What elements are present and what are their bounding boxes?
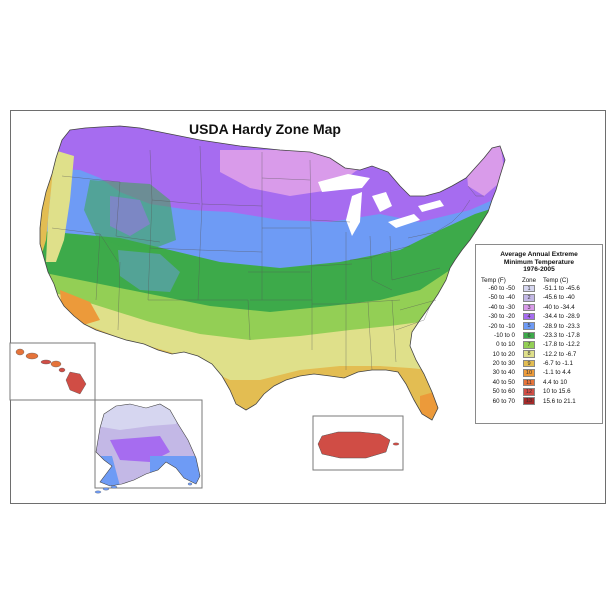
legend-temp-f: -20 to -10 <box>488 322 515 330</box>
legend-temp-f: 20 to 30 <box>492 360 515 368</box>
legend-temp-f: 30 to 40 <box>492 369 515 377</box>
legend-zone-swatch: 12 <box>523 388 535 396</box>
legend-header: Temp (F) Zone Temp (C) <box>476 277 602 284</box>
aleutian-islands <box>94 482 193 494</box>
legend-zone-swatch: 2 <box>523 294 535 302</box>
legend-title-line: 1976-2005 <box>523 266 555 274</box>
legend-row-zone-3: -40 to -30 3 -40 to -34.4 <box>476 303 602 312</box>
legend-zone-swatch: 4 <box>523 312 535 321</box>
legend-row-zone-1: -60 to -50 1 -51.1 to -45.6 <box>476 284 602 293</box>
legend-zone-swatch: 1 <box>523 284 535 293</box>
legend-temp-c: -1.1 to 4.4 <box>543 369 571 377</box>
legend-temp-c: -23.3 to -17.8 <box>543 331 580 339</box>
legend-rows: -60 to -50 1 -51.1 to -45.6 -50 to -40 2 -45.… <box>476 284 602 406</box>
legend-row-zone-11: 40 to 50 11 4.4 to 10 <box>476 378 602 387</box>
legend-zone-swatch: 8 <box>523 350 535 358</box>
legend-temp-f: 60 to 70 <box>492 397 515 405</box>
legend-temp-c: -34.4 to -28.9 <box>543 313 580 321</box>
legend-row-zone-8: 10 to 20 8 -12.2 to -6.7 <box>476 350 602 359</box>
contiguous-us-map <box>40 126 505 420</box>
legend-temp-f: -60 to -50 <box>488 284 515 292</box>
legend-title: Average Annual Extreme Minimum Temperatu… <box>476 251 602 274</box>
legend-temp-c: -45.6 to -40 <box>543 294 575 302</box>
legend-temp-c: -12.2 to -6.7 <box>543 350 577 358</box>
hawaii-islands <box>15 348 87 395</box>
legend-zone-swatch: 6 <box>523 331 535 340</box>
us-outline <box>39 125 506 421</box>
legend-temp-c: -17.8 to -12.2 <box>543 341 580 349</box>
legend-row-zone-4: -30 to -20 4 -34.4 to -28.9 <box>476 312 602 321</box>
state-borders <box>51 145 484 371</box>
zone-legend: Average Annual Extreme Minimum Temperatu… <box>475 244 603 424</box>
legend-title-line: Average Annual Extreme <box>500 251 578 258</box>
legend-zone-swatch: 10 <box>523 369 535 377</box>
legend-title-line: Minimum Temperature <box>503 258 575 266</box>
legend-zone-swatch: 9 <box>523 359 535 368</box>
legend-row-zone-13: 60 to 70 13 15.6 to 21.1 <box>476 396 602 405</box>
legend-row-zone-2: -50 to -40 2 -45.6 to -40 <box>476 293 602 302</box>
legend-temp-f: -10 to 0 <box>494 331 515 339</box>
legend-zone-swatch: 7 <box>523 341 535 349</box>
legend-temp-c: -28.9 to -23.3 <box>543 322 580 330</box>
legend-zone-swatch: 5 <box>523 322 535 330</box>
legend-zone-swatch: 13 <box>523 397 535 405</box>
legend-row-zone-9: 20 to 30 9 -6.7 to -1.1 <box>476 359 602 368</box>
legend-zone-swatch: 3 <box>523 303 535 311</box>
legend-zone-swatch: 11 <box>523 378 535 387</box>
legend-temp-f: -40 to -30 <box>488 303 515 311</box>
legend-row-zone-6: -10 to 0 6 -23.3 to -17.8 <box>476 331 602 340</box>
legend-temp-c: 10 to 15.6 <box>543 388 571 396</box>
legend-header-temp-c: Temp (C) <box>543 276 569 284</box>
legend-row-zone-12: 50 to 60 12 10 to 15.6 <box>476 387 602 396</box>
legend-temp-f: -30 to -20 <box>488 313 515 321</box>
legend-row-zone-5: -20 to -10 5 -28.9 to -23.3 <box>476 321 602 330</box>
legend-temp-c: 15.6 to 21.1 <box>543 397 576 405</box>
puerto-rico-island <box>317 431 391 459</box>
legend-header-temp-f: Temp (F) <box>481 276 506 284</box>
legend-row-zone-10: 30 to 40 10 -1.1 to 4.4 <box>476 368 602 377</box>
legend-temp-f: 0 to 10 <box>496 341 515 349</box>
legend-temp-c: -6.7 to -1.1 <box>543 360 573 368</box>
legend-temp-c: 4.4 to 10 <box>543 378 568 386</box>
legend-temp-f: -50 to -40 <box>488 294 515 302</box>
legend-temp-c: -40 to -34.4 <box>543 303 575 311</box>
legend-temp-f: 40 to 50 <box>492 378 515 386</box>
map-title: USDA Hardy Zone Map <box>189 121 341 137</box>
legend-row-zone-7: 0 to 10 7 -17.8 to -12.2 <box>476 340 602 349</box>
legend-temp-f: 10 to 20 <box>492 350 515 358</box>
legend-temp-f: 50 to 60 <box>492 388 515 396</box>
legend-header-zone: Zone <box>521 276 537 284</box>
legend-temp-c: -51.1 to -45.6 <box>543 284 580 292</box>
